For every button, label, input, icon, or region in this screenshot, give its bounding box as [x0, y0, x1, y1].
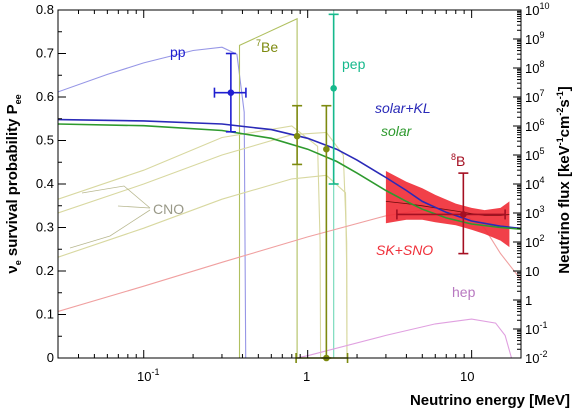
y-tick-label: 0.1: [36, 307, 54, 322]
label-pep: pep: [342, 56, 366, 72]
y2-tick-label: 106: [525, 117, 544, 134]
flux-curve-7be-line: [238, 17, 298, 358]
y2-tick-label: 105: [525, 146, 544, 163]
flux-curve-pp: [58, 46, 247, 358]
x-tick-label-0.1: 10-1: [137, 367, 159, 384]
y2-tick-label: 104: [525, 175, 544, 192]
label-pp: pp: [170, 44, 186, 60]
x-tick-label-10: 10: [460, 369, 474, 384]
y2-tick-label: 1: [525, 293, 532, 308]
y-tick-label: 0.3: [36, 220, 54, 235]
flux-curves: [58, 10, 521, 358]
flux-curve-cno-17f: [58, 174, 348, 358]
point-8b: [460, 211, 467, 218]
y2-axis-label: Neutrino flux [keV-1cm-2s-1]: [555, 86, 573, 273]
x-ticks: [57, 10, 522, 358]
x-tick-label-1: 1: [303, 369, 310, 384]
y-tick-label: 0: [47, 350, 54, 365]
y2-tick-label: 10-2: [525, 349, 547, 366]
x-axis-label: Neutrino energy [MeV]: [410, 392, 570, 409]
y2-tick-label: 109: [525, 30, 544, 47]
y-ticks: 0 0.1 0.2 0.3 0.4 0.5 0.6 0.7 0.8: [36, 2, 66, 365]
cno-pointer-mid: [117, 205, 151, 209]
y-tick-label: 0.4: [36, 176, 54, 191]
flux-curve-hep: [293, 318, 513, 358]
label-hep: hep: [452, 284, 476, 300]
plot-frame: [57, 9, 522, 359]
flux-curve-cno-15o: [58, 131, 348, 358]
y2-tick-label: 10: [525, 264, 539, 279]
y-tick-label: 0.8: [36, 2, 54, 17]
y-axis-label: νe survival probability Pee: [4, 94, 23, 273]
y2-tick-label: 103: [525, 204, 544, 221]
y2-tick-label: 10-1: [525, 320, 547, 337]
label-solar: solar: [381, 123, 413, 139]
label-7be: 7Be: [256, 38, 278, 55]
label-solar-kl: solar+KL: [375, 100, 431, 116]
sk-sno-band-group: [385, 171, 510, 248]
y-tick-label: 0.6: [36, 89, 54, 104]
y-tick-label: 0.7: [36, 46, 54, 61]
label-sk-sno: SK+SNO: [376, 242, 433, 258]
y-tick-label: 0.5: [36, 133, 54, 148]
y2-tick-label: 102: [525, 233, 544, 250]
point-extra-4: [323, 145, 330, 153]
cno-pointer-top: [81, 185, 151, 209]
label-8b: 8B: [451, 152, 465, 169]
y2-tick-label: 108: [525, 59, 544, 76]
point-pep: [330, 85, 337, 92]
y2-tick-label: 1010: [525, 1, 549, 18]
flux-curve-cno-13n: [58, 125, 322, 358]
y-tick-label: 0.2: [36, 263, 54, 278]
label-cno: CNO: [153, 201, 184, 217]
sk-sno-band: [385, 171, 510, 248]
point-7be: [293, 132, 301, 140]
cno-pointer-bottom: [69, 209, 151, 249]
y2-tick-label: 107: [525, 88, 544, 105]
point-pp: [227, 89, 235, 96]
y2-ticks: 10-2 10-1 1 10 102 103 104 105 106 107 108 109 1010: [513, 1, 549, 366]
